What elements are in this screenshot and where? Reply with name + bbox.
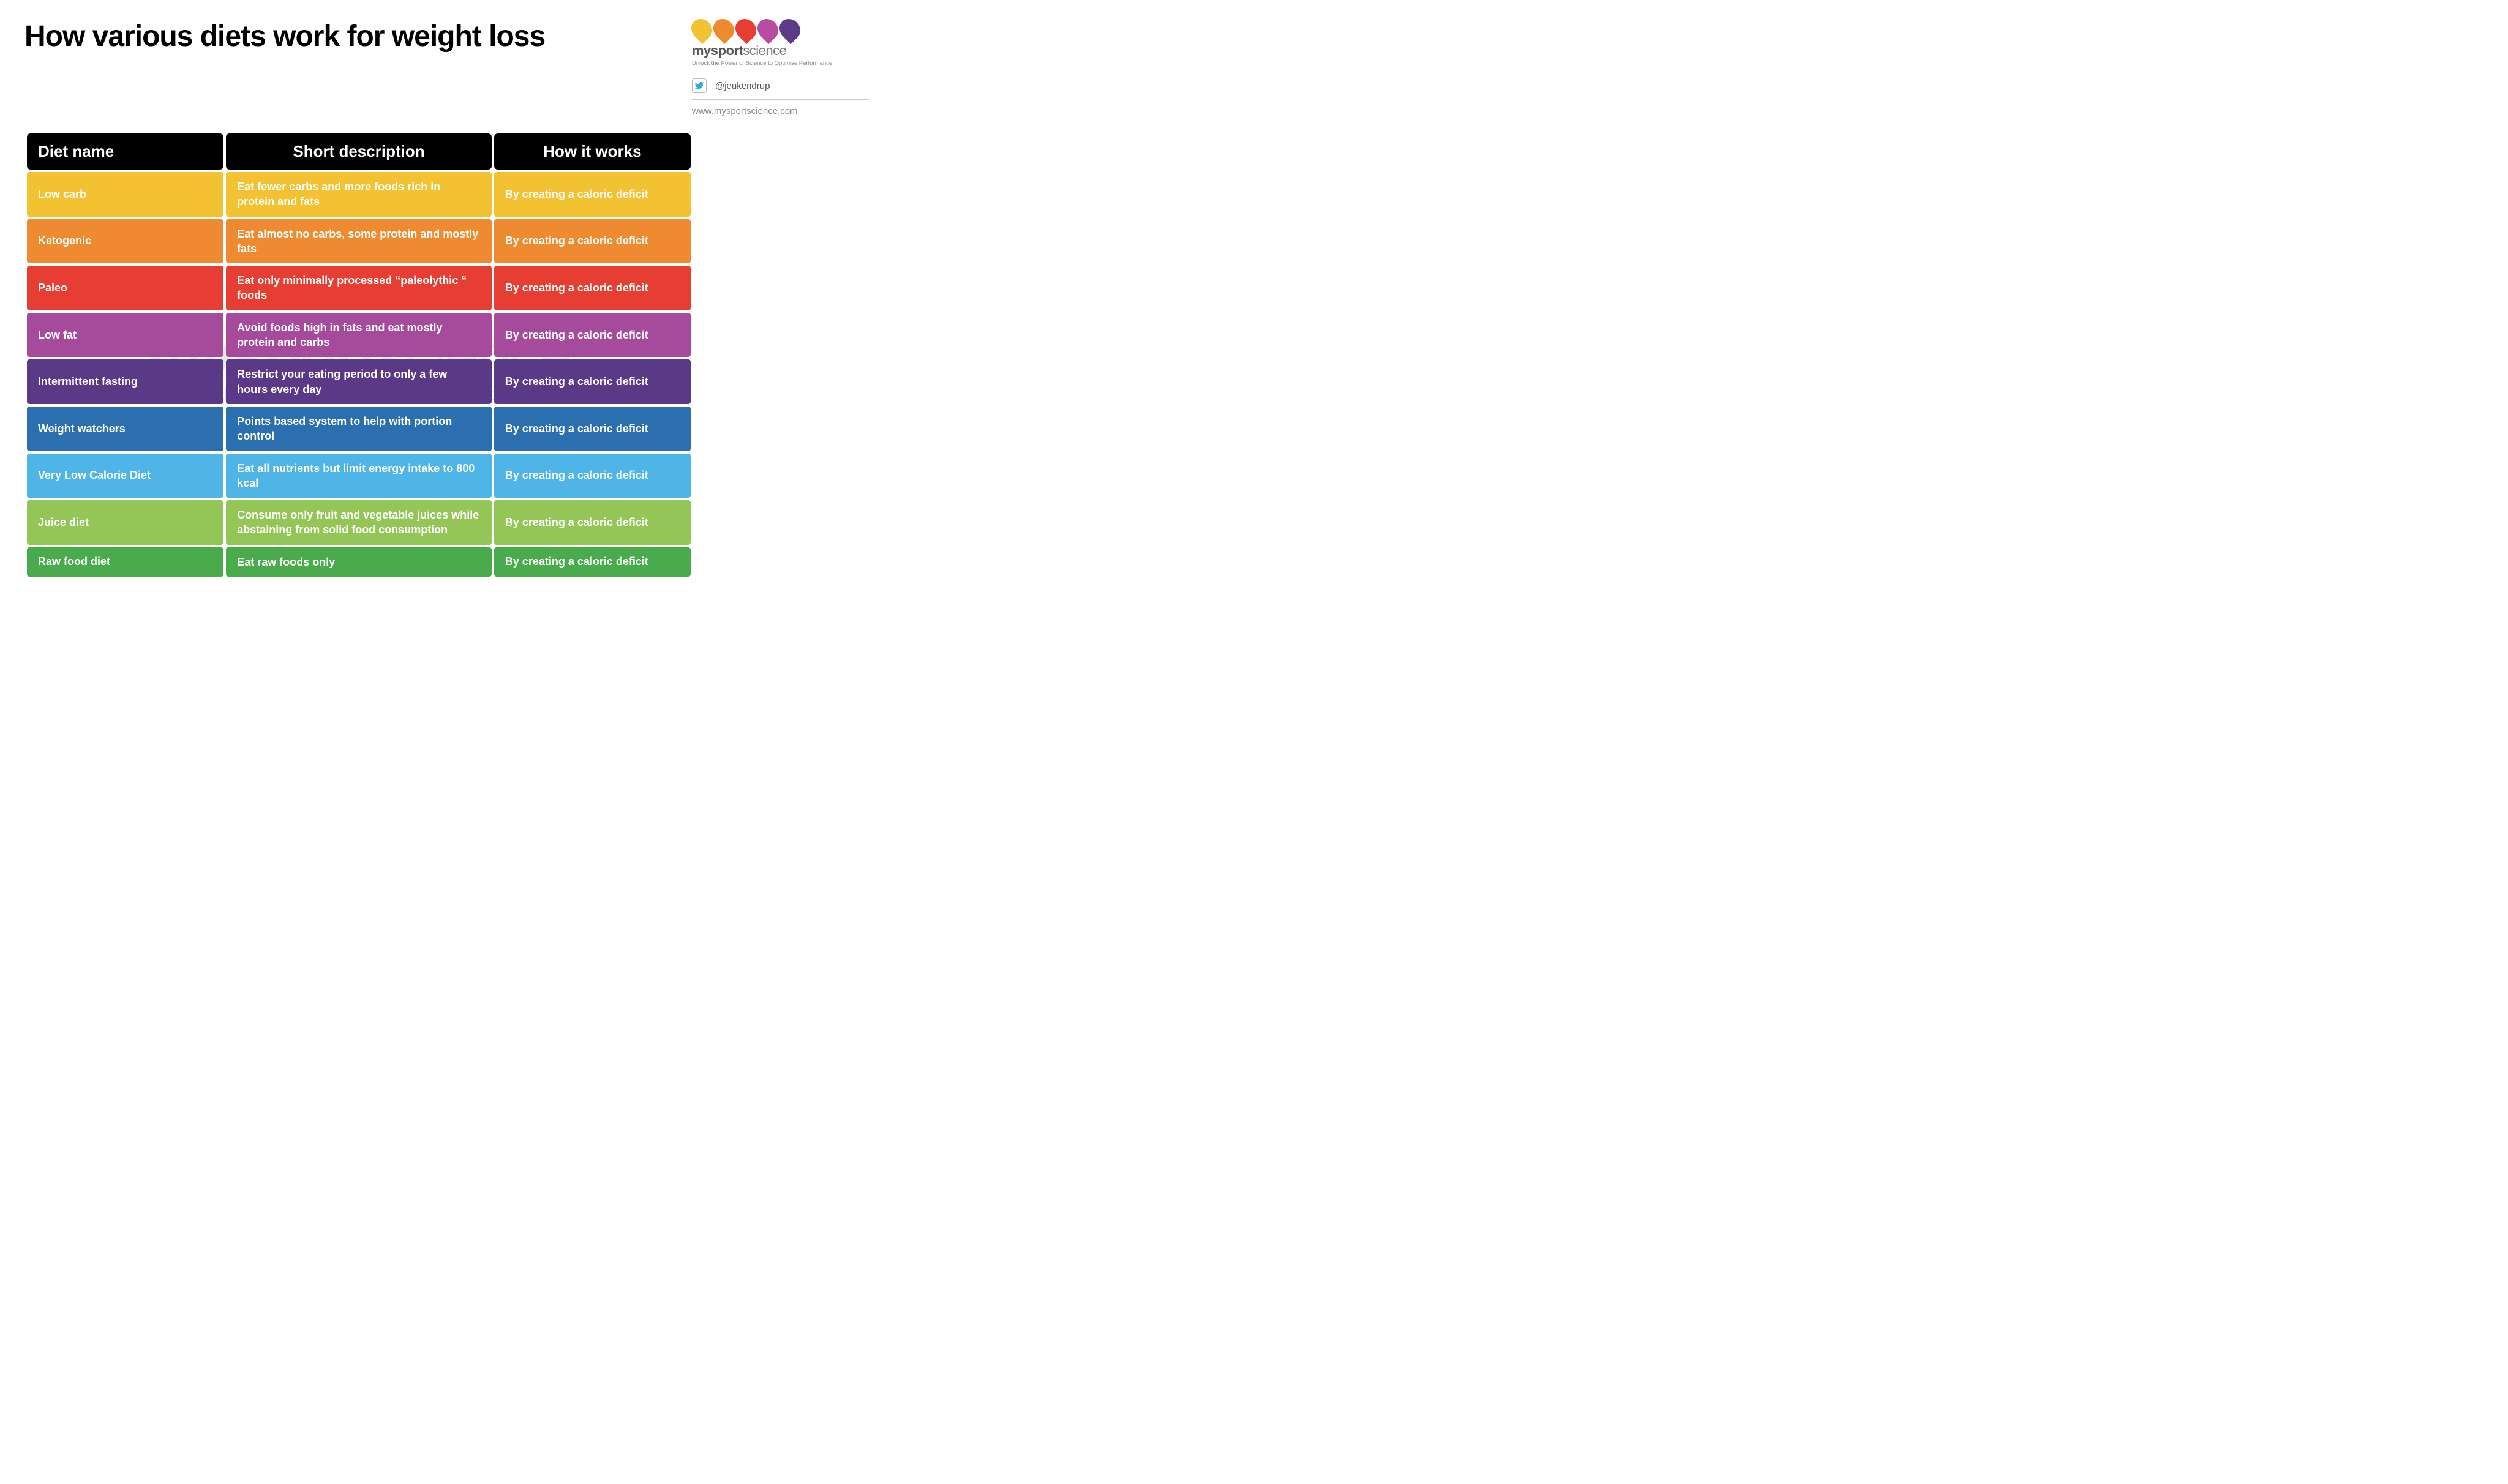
table-row: Low fatAvoid foods high in fats and eat … [27, 313, 691, 358]
diet-how-cell: By creating a caloric deficit [494, 500, 691, 545]
diet-description-cell: Consume only fruit and vegetable juices … [226, 500, 492, 545]
diet-how-cell: By creating a caloric deficit [494, 313, 691, 358]
table-body: Low carbEat fewer carbs and more foods r… [27, 172, 691, 577]
twitter-row[interactable]: @jeukendrup [692, 78, 869, 93]
diet-how-cell: By creating a caloric deficit [494, 219, 691, 264]
diet-how-cell: By creating a caloric deficit [494, 454, 691, 498]
diet-how-cell: By creating a caloric deficit [494, 407, 691, 451]
brand-logo-drops [692, 18, 869, 40]
table-row: Intermittent fastingRestrict your eating… [27, 359, 691, 404]
table-row: Raw food dietEat raw foods onlyBy creati… [27, 547, 691, 577]
diet-how-cell: By creating a caloric deficit [494, 172, 691, 217]
brand-drop-icon [753, 15, 783, 44]
brand-drop-icon [687, 15, 716, 44]
header: How various diets work for weight loss m… [24, 18, 869, 116]
col-header-name: Diet name [27, 133, 223, 170]
diet-name-cell: Low fat [27, 313, 223, 358]
brand-drop-icon [775, 15, 805, 44]
diet-description-cell: Eat almost no carbs, some protein and mo… [226, 219, 492, 264]
table-row: PaleoEat only minimally processed “paleo… [27, 266, 691, 310]
table-row: KetogenicEat almost no carbs, some prote… [27, 219, 691, 264]
brand-name-bold: mysport [692, 43, 743, 58]
diet-how-cell: By creating a caloric deficit [494, 266, 691, 310]
diet-name-cell: Paleo [27, 266, 223, 310]
col-header-how: How it works [494, 133, 691, 170]
table-header-row: Diet name Short description How it works [27, 133, 691, 170]
diet-name-cell: Very Low Calorie Diet [27, 454, 223, 498]
brand-name: mysportscience [692, 43, 869, 59]
diet-name-cell: Raw food diet [27, 547, 223, 577]
table-row: Low carbEat fewer carbs and more foods r… [27, 172, 691, 217]
diet-description-cell: Restrict your eating period to only a fe… [226, 359, 492, 404]
diet-name-cell: Low carb [27, 172, 223, 217]
diet-description-cell: Avoid foods high in fats and eat mostly … [226, 313, 492, 358]
diet-description-cell: Eat raw foods only [226, 547, 492, 577]
brand-name-light: science [743, 43, 786, 58]
diet-description-cell: Eat only minimally processed “paleolythi… [226, 266, 492, 310]
diets-table: Diet name Short description How it works… [24, 131, 693, 579]
diet-description-cell: Eat fewer carbs and more foods rich in p… [226, 172, 492, 217]
col-header-description: Short description [226, 133, 492, 170]
diet-name-cell: Ketogenic [27, 219, 223, 264]
page-title: How various diets work for weight loss [24, 18, 545, 53]
diet-how-cell: By creating a caloric deficit [494, 359, 691, 404]
diet-name-cell: Weight watchers [27, 407, 223, 451]
divider [692, 99, 869, 100]
table-row: Weight watchersPoints based system to he… [27, 407, 691, 451]
website-url[interactable]: www.mysportscience.com [692, 106, 869, 116]
diet-description-cell: Points based system to help with portion… [226, 407, 492, 451]
table-container: mysportscience Unlock the Power of Scien… [24, 131, 693, 579]
diet-name-cell: Juice diet [27, 500, 223, 545]
diet-name-cell: Intermittent fasting [27, 359, 223, 404]
brand-drop-icon [709, 15, 738, 44]
diet-how-cell: By creating a caloric deficit [494, 547, 691, 577]
table-row: Very Low Calorie DietEat all nutrients b… [27, 454, 691, 498]
diet-description-cell: Eat all nutrients but limit energy intak… [226, 454, 492, 498]
table-row: Juice dietConsume only fruit and vegetab… [27, 500, 691, 545]
brand-drop-icon [731, 15, 760, 44]
twitter-handle: @jeukendrup [715, 81, 770, 91]
brand-box: mysportscience Unlock the Power of Scien… [692, 18, 869, 116]
twitter-icon [692, 78, 707, 93]
brand-tagline: Unlock the Power of Science to Optimise … [692, 60, 869, 67]
